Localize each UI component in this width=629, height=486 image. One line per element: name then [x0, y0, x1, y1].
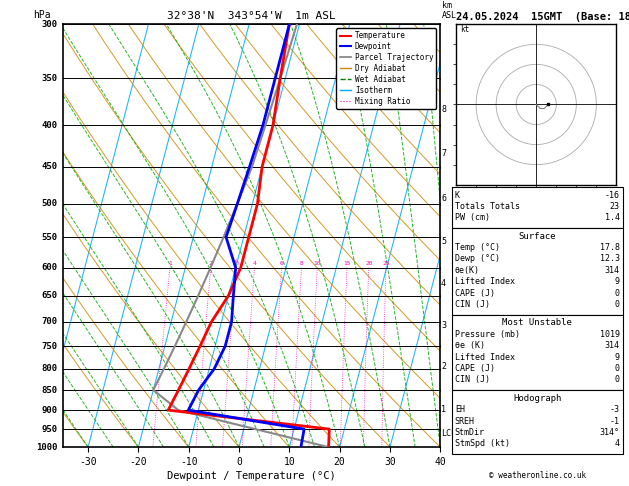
- Text: Dewp (°C): Dewp (°C): [455, 255, 500, 263]
- Text: -3: -3: [610, 405, 620, 414]
- Text: 1000: 1000: [36, 443, 57, 451]
- Text: 600: 600: [41, 263, 57, 272]
- Text: Surface: Surface: [518, 232, 556, 241]
- Text: 10: 10: [314, 260, 321, 266]
- Text: 12.3: 12.3: [599, 255, 620, 263]
- Text: 4: 4: [441, 279, 446, 288]
- Text: Lifted Index: Lifted Index: [455, 278, 515, 286]
- Text: 0: 0: [615, 376, 620, 384]
- Bar: [452, 315, 623, 390]
- Text: CAPE (J): CAPE (J): [455, 364, 495, 373]
- Text: 750: 750: [41, 342, 57, 350]
- Text: PW (cm): PW (cm): [455, 213, 490, 223]
- Text: 7: 7: [441, 150, 446, 158]
- Text: hPa: hPa: [33, 10, 51, 20]
- Text: 314: 314: [604, 341, 620, 350]
- Text: CIN (J): CIN (J): [455, 376, 490, 384]
- Text: kt: kt: [460, 25, 469, 35]
- Text: 800: 800: [41, 364, 57, 373]
- Text: 4: 4: [253, 260, 257, 266]
- Text: SREH: SREH: [455, 417, 475, 426]
- Text: θe (K): θe (K): [455, 341, 485, 350]
- Text: 17.8: 17.8: [599, 243, 620, 252]
- Text: 314: 314: [604, 266, 620, 275]
- Text: 0: 0: [615, 300, 620, 309]
- Text: 350: 350: [41, 74, 57, 83]
- Text: 1: 1: [441, 405, 446, 414]
- Text: 850: 850: [41, 385, 57, 395]
- Text: 900: 900: [41, 406, 57, 415]
- Title: 32°38'N  343°54'W  1m ASL: 32°38'N 343°54'W 1m ASL: [167, 11, 336, 21]
- Legend: Temperature, Dewpoint, Parcel Trajectory, Dry Adiabat, Wet Adiabat, Isotherm, Mi: Temperature, Dewpoint, Parcel Trajectory…: [337, 28, 437, 109]
- Text: Totals Totals: Totals Totals: [455, 202, 520, 211]
- Text: CAPE (J): CAPE (J): [455, 289, 495, 298]
- Bar: [452, 228, 623, 315]
- Text: 6: 6: [280, 260, 284, 266]
- Text: 4: 4: [615, 439, 620, 449]
- Text: Lifted Index: Lifted Index: [455, 353, 515, 362]
- Text: 3½: 3½: [232, 260, 240, 266]
- Text: LCL: LCL: [441, 429, 456, 438]
- Text: 23: 23: [610, 202, 620, 211]
- Text: -16: -16: [604, 191, 620, 200]
- Text: Most Unstable: Most Unstable: [502, 318, 572, 328]
- Text: 1019: 1019: [599, 330, 620, 339]
- Text: 6: 6: [441, 193, 446, 203]
- Text: 300: 300: [41, 20, 57, 29]
- Text: StmDir: StmDir: [455, 428, 485, 437]
- Text: 700: 700: [41, 317, 57, 327]
- Text: 500: 500: [41, 199, 57, 208]
- Text: 1: 1: [168, 260, 172, 266]
- Text: 8: 8: [299, 260, 303, 266]
- Bar: [452, 390, 623, 454]
- Text: Mixing Ratio (g/kg): Mixing Ratio (g/kg): [467, 188, 476, 283]
- Text: 2: 2: [209, 260, 213, 266]
- Text: 450: 450: [41, 162, 57, 171]
- Text: km
ASL: km ASL: [442, 0, 457, 20]
- Text: Pressure (mb): Pressure (mb): [455, 330, 520, 339]
- Text: 24.05.2024  15GMT  (Base: 18): 24.05.2024 15GMT (Base: 18): [456, 12, 629, 22]
- Text: 5: 5: [441, 237, 446, 246]
- Text: 1.4: 1.4: [604, 213, 620, 223]
- Text: Hodograph: Hodograph: [513, 394, 561, 403]
- Text: 3: 3: [441, 321, 446, 330]
- Text: -1: -1: [610, 417, 620, 426]
- Text: Temp (°C): Temp (°C): [455, 243, 500, 252]
- Text: 950: 950: [41, 425, 57, 434]
- Text: 20: 20: [365, 260, 372, 266]
- Text: 650: 650: [41, 291, 57, 300]
- Text: 8: 8: [441, 104, 446, 114]
- X-axis label: Dewpoint / Temperature (°C): Dewpoint / Temperature (°C): [167, 471, 336, 481]
- Text: 15: 15: [343, 260, 351, 266]
- Text: 0: 0: [615, 364, 620, 373]
- Text: © weatheronline.co.uk: © weatheronline.co.uk: [489, 470, 586, 480]
- Text: 550: 550: [41, 233, 57, 242]
- Text: 2: 2: [441, 362, 446, 371]
- Text: StmSpd (kt): StmSpd (kt): [455, 439, 509, 449]
- Text: K: K: [455, 191, 460, 200]
- Bar: [452, 187, 623, 228]
- Text: CIN (J): CIN (J): [455, 300, 490, 309]
- Text: 25: 25: [382, 260, 390, 266]
- Text: EH: EH: [455, 405, 465, 414]
- Text: 400: 400: [41, 121, 57, 130]
- Text: 314°: 314°: [599, 428, 620, 437]
- Text: θe(K): θe(K): [455, 266, 480, 275]
- Text: 9: 9: [615, 353, 620, 362]
- Text: 9: 9: [615, 278, 620, 286]
- Text: 0: 0: [615, 289, 620, 298]
